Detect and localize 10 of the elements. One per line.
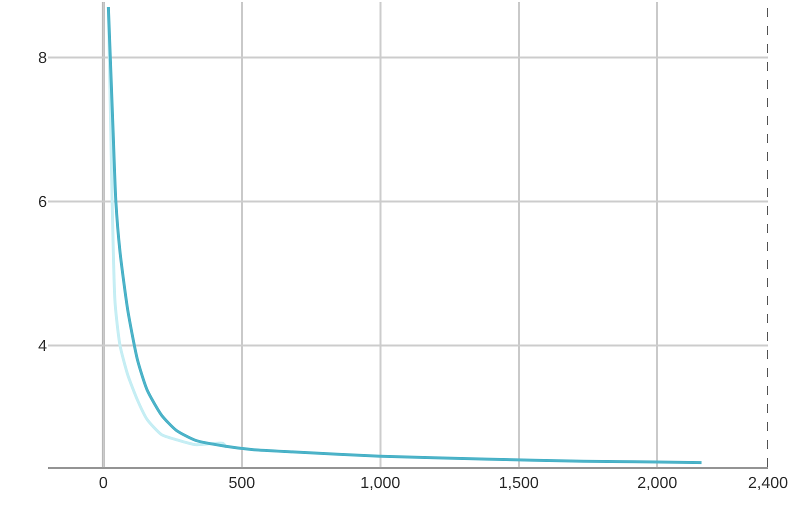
x-tick-label: 500 — [228, 474, 256, 492]
x-tick-label: 1,500 — [498, 474, 539, 492]
x-tick-label: 2,000 — [637, 474, 678, 492]
y-tick-label: 8 — [38, 50, 48, 68]
y-tick-label: 4 — [38, 338, 48, 355]
x-tick-label: 2,400 — [748, 474, 788, 492]
line-series — [106, 6, 704, 464]
x-tick-label: 1,000 — [360, 474, 400, 492]
y-tick-label: 6 — [38, 194, 48, 211]
x-tick-label: 0 — [98, 474, 108, 492]
